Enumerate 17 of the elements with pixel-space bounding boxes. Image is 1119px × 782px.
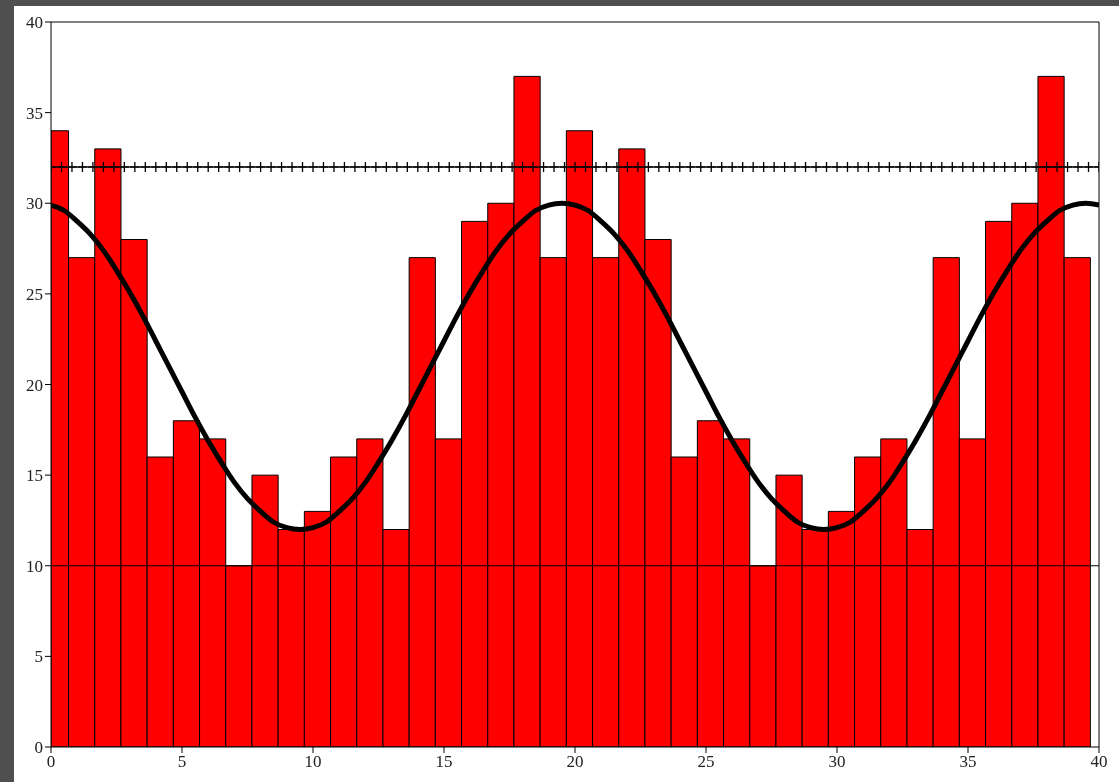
- x-tick-label: 15: [435, 752, 453, 772]
- y-tick-label: 10: [26, 556, 43, 576]
- x-tick-label: 40: [1090, 752, 1108, 772]
- x-tick-label: 35: [959, 752, 977, 772]
- y-tick-label: 20: [26, 375, 43, 395]
- x-tick-label: 5: [177, 752, 187, 772]
- y-tick-label: 30: [26, 194, 43, 214]
- y-tick-label: 5: [34, 647, 43, 667]
- y-tick-label: 25: [26, 284, 43, 304]
- y-tick-label: 40: [26, 13, 43, 33]
- x-tick-label: 30: [828, 752, 846, 772]
- y-tick-label: 15: [26, 466, 43, 486]
- x-tick-label: 25: [697, 752, 715, 772]
- y-tick-label: 35: [26, 103, 43, 123]
- x-tick-label: 10: [304, 752, 322, 772]
- y-tick-label: 0: [34, 738, 43, 758]
- x-tick-label: 20: [566, 752, 584, 772]
